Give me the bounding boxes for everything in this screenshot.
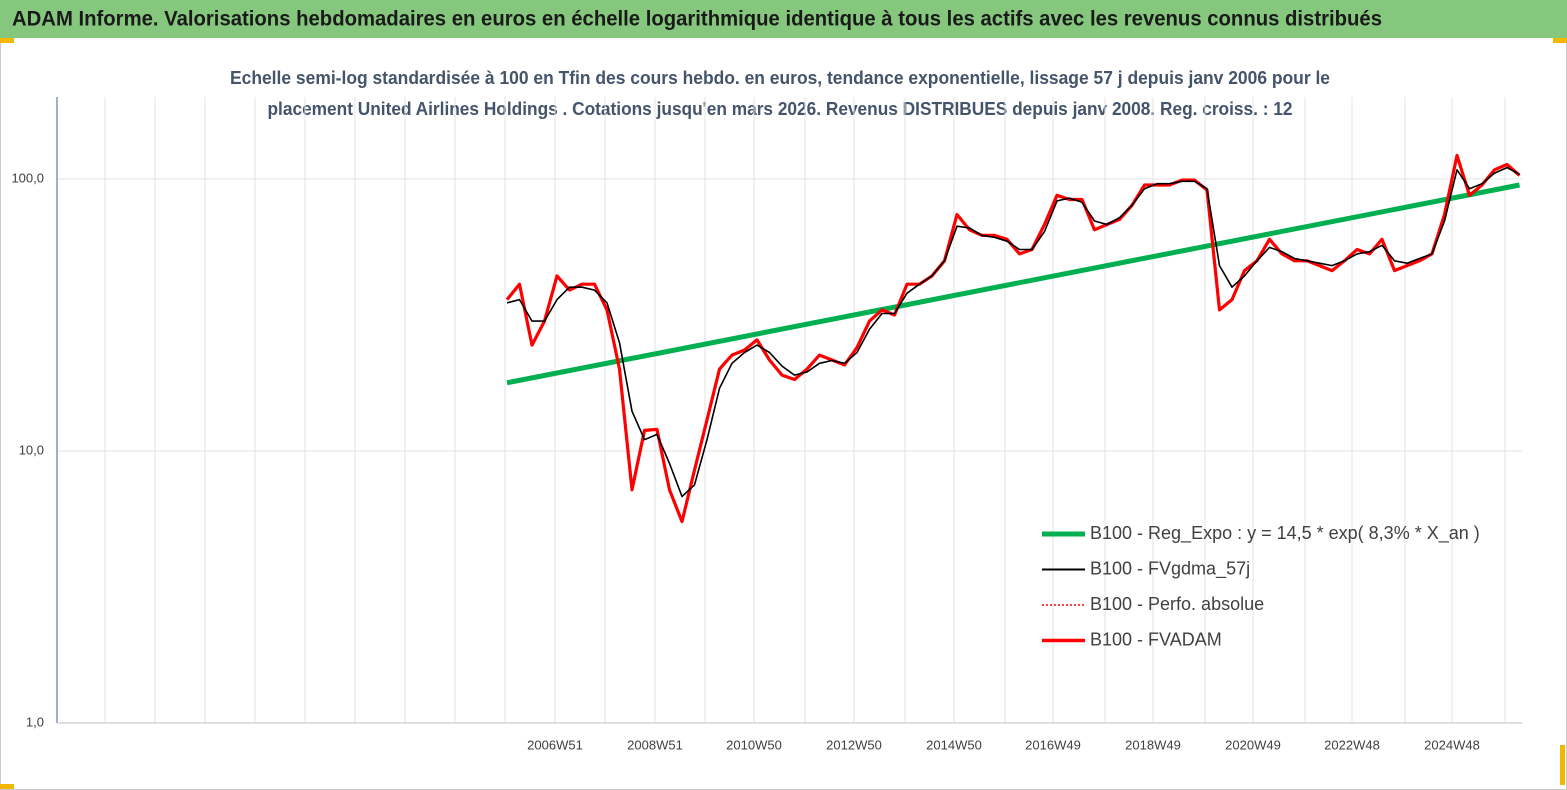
header-bar [0, 0, 1567, 38]
corner [0, 784, 14, 789]
x-tick-label: 2008W51 [627, 737, 683, 752]
x-tick-label: 2020W49 [1225, 737, 1281, 752]
x-tick-label: 2024W48 [1424, 737, 1480, 752]
x-tick-label: 2022W48 [1324, 737, 1380, 752]
corner [1553, 38, 1567, 43]
header-title: ADAM Informe. Valorisations hebdomadaire… [12, 8, 1382, 31]
x-tick-label: 2010W50 [726, 737, 782, 752]
y-tick-label: 1,0 [26, 714, 44, 729]
subtitle: Echelle semi-log standardisée à 100 en T… [230, 68, 1330, 88]
series-line [506, 182, 1520, 386]
legend-label: B100 - Reg_Expo : y = 14,5 * exp( 8,3% *… [1090, 523, 1480, 544]
x-tick-label: 2014W50 [926, 737, 982, 752]
corner [0, 38, 14, 43]
series-line [506, 166, 1520, 498]
series-line [505, 153, 1521, 524]
legend-label: B100 - Perfo. absolue [1090, 594, 1264, 614]
x-tick-label: 2006W51 [527, 737, 583, 752]
y-tick-label: 10,0 [19, 442, 44, 457]
legend-label: B100 - FVADAM [1090, 629, 1222, 649]
x-tick-label: 2016W49 [1025, 737, 1081, 752]
corner [1560, 745, 1565, 785]
x-tick-label: 2012W50 [826, 737, 882, 752]
y-tick-label: 100,0 [11, 170, 44, 185]
legend-label: B100 - FVgdma_57j [1090, 558, 1250, 579]
x-tick-label: 2018W49 [1125, 737, 1181, 752]
subtitle: placement United Airlines Holdings . Cot… [268, 99, 1293, 119]
